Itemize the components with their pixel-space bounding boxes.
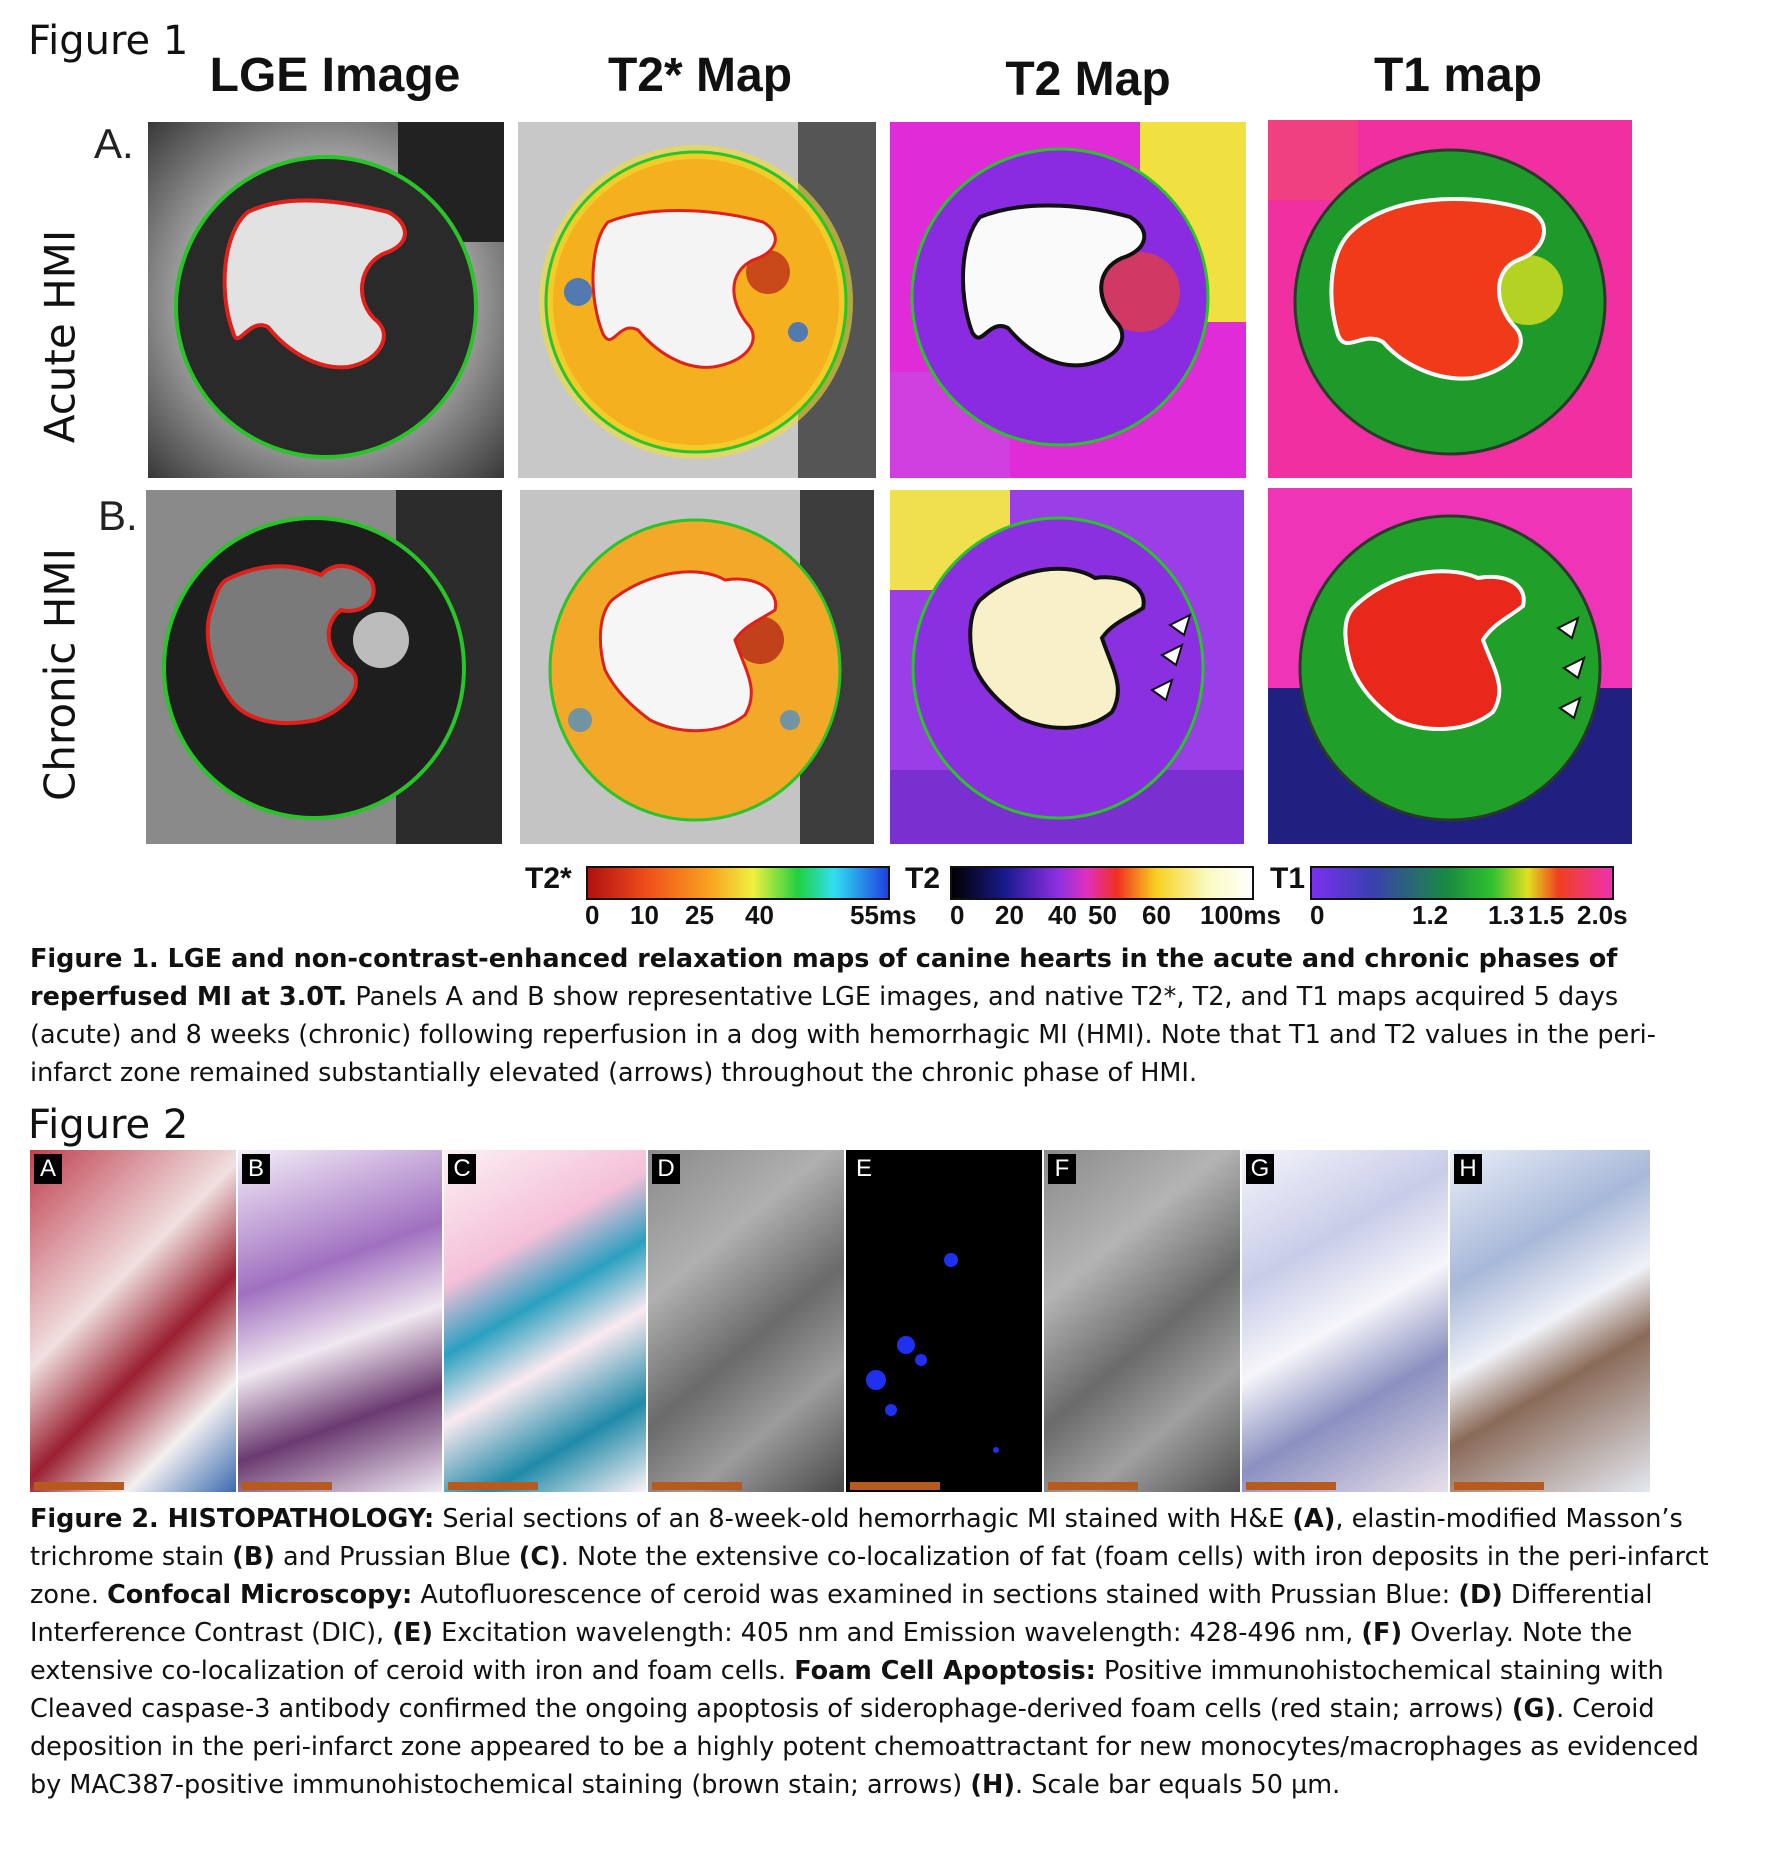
caption-confocal-title: Confocal Microscopy:	[107, 1580, 413, 1610]
histo-panel-a: A	[30, 1150, 236, 1492]
panel-a-t2star-map	[518, 122, 876, 478]
colorbar-label-t2star: T2*	[525, 862, 572, 895]
tick-t2star-10: 10	[630, 900, 659, 930]
tick-t2star-0: 0	[585, 900, 600, 930]
tick-t2star-55: 55ms	[850, 900, 917, 930]
caption-ref-f: (F)	[1361, 1618, 1403, 1648]
panel-b-t2star-map	[520, 490, 874, 844]
histo-panel-b: B	[238, 1150, 442, 1492]
histo-panel-label-g: G	[1246, 1154, 1274, 1184]
tick-t2star-25: 25	[685, 900, 714, 930]
tick-t2-0: 0	[950, 900, 965, 930]
histo-panel-label-h: H	[1454, 1154, 1482, 1184]
tick-t2-20: 20	[995, 900, 1024, 930]
histo-panel-h: H	[1450, 1150, 1650, 1492]
colorbar-t1	[1310, 866, 1614, 900]
tick-t2-60: 60	[1142, 900, 1171, 930]
tick-t2-100: 100ms	[1200, 900, 1281, 930]
tick-t1-0: 0	[1310, 900, 1325, 930]
histo-panel-d: D	[648, 1150, 844, 1492]
row-letter-a: A.	[94, 120, 134, 167]
histo-panel-g: G	[1242, 1150, 1448, 1492]
scale-bar-d	[652, 1482, 742, 1490]
tick-t1-2-0: 2.0s	[1577, 900, 1628, 930]
caption-text: Autofluorescence of ceroid was examined …	[412, 1580, 1459, 1610]
tick-t1-1-5: 1.5	[1528, 900, 1565, 930]
histo-panel-label-a: A	[34, 1154, 62, 1184]
scale-bar-f	[1048, 1482, 1138, 1490]
caption-ref-g: (G)	[1511, 1694, 1557, 1724]
caption-text: Differential Interference Contrast (DIC)…	[30, 1580, 1653, 1648]
figure2-caption: Figure 2. HISTOPATHOLOGY: Serial section…	[30, 1500, 1730, 1804]
caption-text: . Scale bar equals 50 µm.	[1015, 1770, 1341, 1800]
caption-ref-b: (B)	[232, 1542, 275, 1572]
tick-t1-1-2: 1.2	[1412, 900, 1449, 930]
scale-bar-a	[34, 1482, 124, 1490]
tick-t1-1-3: 1.3	[1488, 900, 1525, 930]
column-title-t2: T2 Map	[1005, 53, 1171, 106]
figure1-caption: Figure 1. LGE and non-contrast-enhanced …	[30, 940, 1690, 1092]
column-title-t2star: T2* Map	[607, 49, 793, 102]
scale-bar-g	[1246, 1482, 1336, 1490]
colorbar-label-t2: T2	[905, 862, 941, 895]
caption-ref-d: (D)	[1458, 1580, 1503, 1610]
figure2-heading: Figure 2	[28, 1102, 189, 1148]
column-title-lge: LGE Image	[209, 49, 461, 102]
histo-panel-f: F	[1044, 1150, 1240, 1492]
histo-panel-label-e: E	[850, 1154, 878, 1184]
caption-ref-a: (A)	[1292, 1504, 1336, 1534]
caption-text: , elastin-modified Masson’s trichrome st…	[30, 1504, 1683, 1572]
caption-text: Serial sections of an 8-week-old hemorrh…	[434, 1504, 1293, 1534]
figure1-caption-title: Figure 1. LGE and non-contrast-enhanced …	[30, 944, 1618, 1012]
caption-text: Overlay. Note the extensive co-localizat…	[30, 1618, 1633, 1686]
tick-t2star-40: 40	[745, 900, 774, 930]
histo-panel-label-b: B	[242, 1154, 270, 1184]
caption-histopathology-title: Figure 2. HISTOPATHOLOGY:	[30, 1504, 435, 1534]
caption-text: . Ceroid deposition in the peri-infarct …	[30, 1694, 1699, 1800]
caption-text: and Prussian Blue	[274, 1542, 519, 1572]
panel-b-t1-map	[1268, 488, 1632, 844]
panel-a-t1-map	[1268, 120, 1632, 478]
panel-b-t2-map	[890, 490, 1244, 844]
histo-panel-label-d: D	[652, 1154, 680, 1184]
histo-panel-label-f: F	[1048, 1154, 1076, 1184]
caption-text: . Note the extensive co-localization of …	[30, 1542, 1709, 1610]
column-title-t1: T1 map	[1373, 49, 1543, 102]
figure1-heading: Figure 1	[28, 18, 189, 64]
colorbar-label-t1: T1	[1270, 862, 1306, 895]
figure1-caption-body: Panels A and B show representative LGE i…	[30, 982, 1656, 1088]
panel-a-lge-image	[148, 122, 504, 478]
panel-b-lge-image	[146, 490, 502, 844]
colorbar-t2	[950, 866, 1254, 900]
caption-ref-c: (C)	[518, 1542, 561, 1572]
histo-panel-c: C	[444, 1150, 646, 1492]
scale-bar-b	[242, 1482, 332, 1490]
colorbar-t2star	[586, 866, 890, 900]
caption-text: Excitation wavelength: 405 nm and Emissi…	[432, 1618, 1362, 1648]
caption-ref-e: (E)	[392, 1618, 433, 1648]
histo-panel-label-c: C	[448, 1154, 476, 1184]
tick-t2-50: 50	[1088, 900, 1117, 930]
tick-t2-40: 40	[1048, 900, 1077, 930]
scale-bar-h	[1454, 1482, 1544, 1490]
panel-a-t2-map	[890, 122, 1246, 478]
caption-text: Positive immunohistochemical staining wi…	[30, 1656, 1664, 1724]
histo-panel-e: E	[846, 1150, 1042, 1492]
row-label-acute: Acute HMI	[35, 229, 85, 444]
scale-bar-c	[448, 1482, 538, 1490]
row-letter-b: B.	[98, 492, 138, 539]
caption-apoptosis-title: Foam Cell Apoptosis:	[794, 1656, 1096, 1686]
scale-bar-e	[850, 1482, 940, 1490]
caption-ref-h: (H)	[970, 1770, 1016, 1800]
row-label-chronic: Chronic HMI	[35, 548, 85, 801]
